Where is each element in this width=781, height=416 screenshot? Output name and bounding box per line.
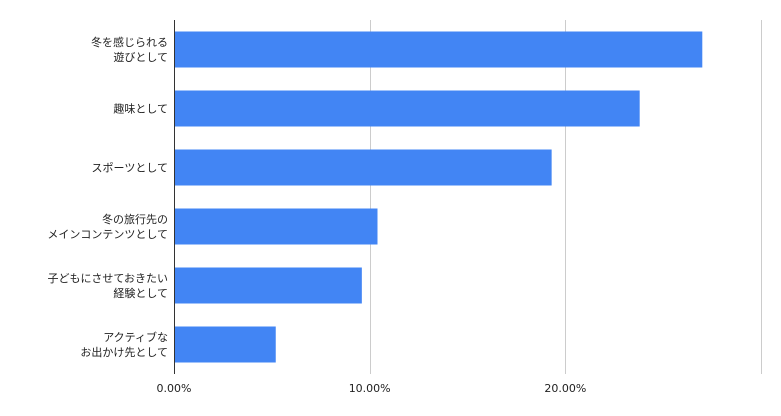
category-label-4-line-0: 子どもにさせておきたい: [48, 272, 168, 285]
category-labels: 冬を感じられる遊びとして趣味としてスポーツとして冬の旅行先のメインコンテンツとし…: [47, 35, 168, 359]
x-tick-label-0: 0.00%: [157, 382, 192, 395]
bar-2: [174, 149, 552, 186]
bar-3: [174, 208, 378, 245]
x-tick-label-1: 10.00%: [349, 382, 391, 395]
category-label-3-line-1: メインコンテンツとして: [47, 228, 168, 241]
category-label-4-line-1: 経験として: [113, 286, 168, 300]
category-label-3-line-0: 冬の旅行先の: [102, 212, 168, 226]
bar-5: [174, 326, 276, 363]
tick-labels: 0.00% 10.00% 20.00%: [157, 382, 587, 395]
category-label-2: スポーツとして: [92, 162, 168, 175]
category-label-5-line-1: お出かけ先として: [80, 345, 168, 359]
category-label-3: 冬の旅行先のメインコンテンツとして: [47, 212, 168, 241]
bar-1: [174, 90, 640, 127]
gridlines: [370, 20, 762, 374]
category-label-5: アクティブなお出かけ先として: [80, 330, 168, 359]
category-label-1-line-0: 趣味として: [113, 102, 168, 116]
bar-0: [174, 31, 703, 68]
category-label-4: 子どもにさせておきたい経験として: [48, 272, 168, 300]
x-tick-label-2: 20.00%: [544, 382, 586, 395]
category-label-0-line-1: 遊びとして: [113, 50, 168, 64]
category-label-0: 冬を感じられる遊びとして: [91, 35, 168, 64]
category-label-0-line-0: 冬を感じられる: [91, 35, 168, 49]
category-label-2-line-0: スポーツとして: [92, 162, 168, 175]
bar-4: [174, 267, 362, 304]
bars: [174, 31, 703, 363]
category-label-5-line-0: アクティブな: [103, 330, 168, 344]
category-label-1: 趣味として: [113, 102, 168, 116]
